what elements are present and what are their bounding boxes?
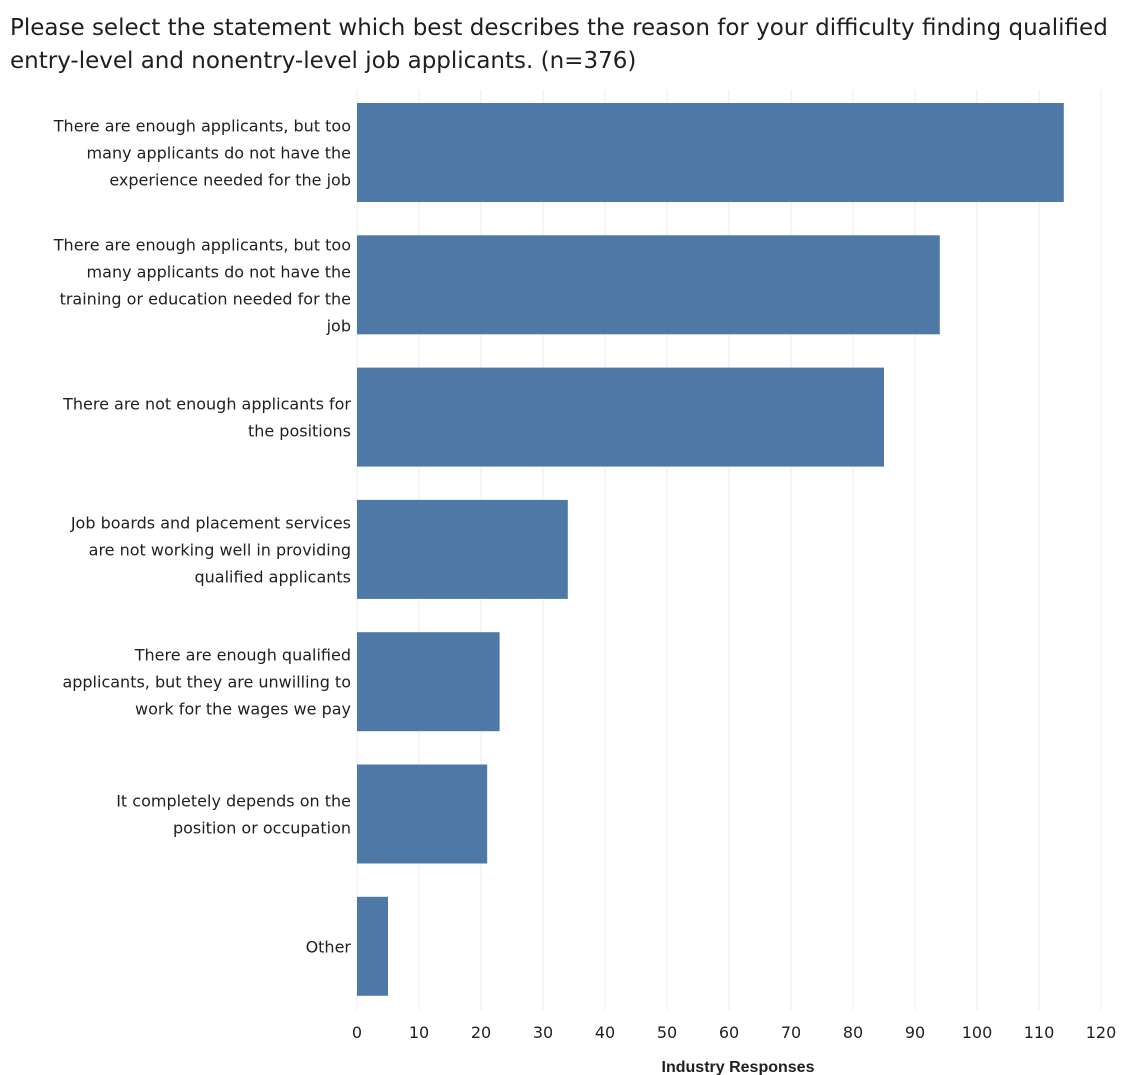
category-label: There are not enough applicants for the p… bbox=[62, 395, 351, 441]
chart-title: Please select the statement which best d… bbox=[10, 15, 1108, 74]
category-label-line: work for the wages we pay bbox=[135, 700, 351, 719]
bar bbox=[357, 896, 388, 996]
x-tick-label: 90 bbox=[905, 1023, 925, 1042]
x-tick-label: 120 bbox=[1086, 1023, 1117, 1042]
category-label-line: applicants, but they are unwilling to bbox=[62, 673, 351, 692]
x-tick-label: 0 bbox=[352, 1023, 362, 1042]
category-label: It completely depends on the position or … bbox=[116, 792, 351, 838]
bar bbox=[357, 367, 884, 467]
x-tick-label: 80 bbox=[843, 1023, 863, 1042]
category-label-line: Job boards and placement services bbox=[70, 513, 351, 532]
category-label-line: the positions bbox=[248, 422, 351, 441]
bar bbox=[357, 499, 568, 599]
bar bbox=[357, 103, 1064, 202]
x-tick-label: 110 bbox=[1024, 1023, 1055, 1042]
category-label-line: There are not enough applicants for bbox=[62, 395, 351, 414]
x-tick-label: 50 bbox=[657, 1023, 677, 1042]
category-label: There are enough qualified applicants, bu… bbox=[62, 646, 351, 719]
category-label-line: position or occupation bbox=[173, 819, 351, 838]
x-axis-title: Industry Responses bbox=[662, 1059, 815, 1075]
category-label-line: many applicants do not have the bbox=[87, 262, 351, 281]
category-label: There are enough applicants, but too many… bbox=[53, 117, 351, 190]
x-tick-label: 20 bbox=[471, 1023, 491, 1042]
category-label-line: are not working well in providing bbox=[89, 540, 351, 559]
x-tick-label: 100 bbox=[962, 1023, 993, 1042]
category-labels: There are enough applicants, but too many… bbox=[53, 117, 352, 957]
bar bbox=[357, 764, 488, 864]
category-label-line: job bbox=[326, 316, 351, 335]
x-tick-label: 60 bbox=[719, 1023, 739, 1042]
category-label-line: It completely depends on the bbox=[116, 792, 351, 811]
category-label-line: many applicants do not have the bbox=[87, 144, 351, 163]
category-label-line: There are enough applicants, but too bbox=[53, 117, 351, 136]
x-axis-ticks: 0 10 20 30 40 50 60 70 80 90 100 110 120 bbox=[352, 1023, 1116, 1042]
category-label: There are enough applicants, but too many… bbox=[53, 235, 351, 335]
x-tick-label: 30 bbox=[533, 1023, 553, 1042]
x-tick-label: 70 bbox=[781, 1023, 801, 1042]
bars bbox=[357, 103, 1064, 996]
category-label: Other bbox=[306, 937, 352, 956]
category-label-line: qualified applicants bbox=[194, 567, 351, 586]
category-label-line: Other bbox=[306, 937, 352, 956]
x-tick-label: 10 bbox=[409, 1023, 429, 1042]
category-label-line: training or education needed for the bbox=[60, 289, 351, 308]
bar bbox=[357, 235, 940, 335]
bar bbox=[357, 632, 500, 732]
category-label-line: There are enough applicants, but too bbox=[53, 235, 351, 254]
x-tick-label: 40 bbox=[595, 1023, 615, 1042]
category-label: Job boards and placement services are not… bbox=[70, 513, 351, 586]
category-label-line: There are enough qualified bbox=[134, 646, 351, 665]
category-label-line: experience needed for the job bbox=[109, 171, 351, 190]
